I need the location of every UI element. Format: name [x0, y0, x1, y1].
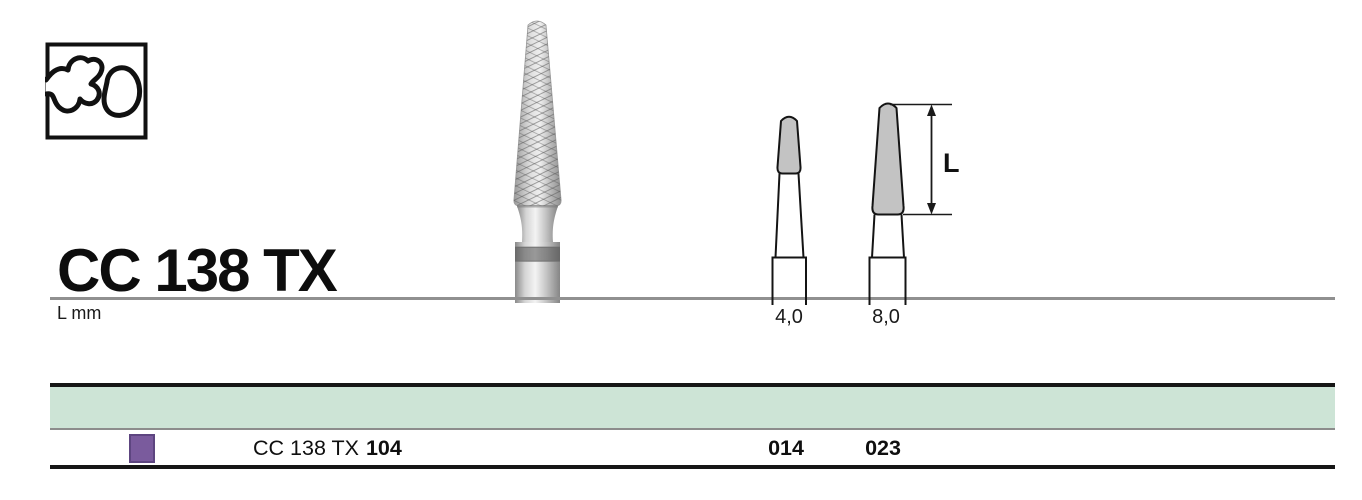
- bur-schematic-4mm: [771, 115, 807, 305]
- bur-neck: [517, 206, 558, 242]
- table-header-band: [50, 387, 1335, 428]
- teeth-icon: [43, 42, 148, 140]
- size-label-8mm: 8,0: [872, 306, 900, 328]
- length-dimension-arrow: L: [890, 103, 960, 216]
- product-title: CC 138 TX: [57, 237, 338, 304]
- color-code-swatch: [129, 434, 155, 463]
- bur-schematic-8mm: [868, 102, 907, 305]
- scale-baseline-rule: [50, 297, 1335, 300]
- table-header-divider: [50, 428, 1335, 430]
- bur-photo-illustration: [513, 20, 562, 303]
- table-top-rule: [50, 383, 1335, 387]
- table-row-product: CC 138 TX 104: [253, 436, 402, 461]
- scale-unit-label: L mm: [57, 303, 102, 323]
- bur-schematics: L: [771, 102, 960, 305]
- shank-code: 104: [365, 436, 402, 460]
- size-label-4mm: 4,0: [775, 306, 803, 328]
- table-bottom-rule: [50, 465, 1335, 469]
- bur-shank-band: [515, 247, 560, 261]
- teeth-icon-box: [43, 42, 148, 140]
- iso-size-023: 023: [865, 436, 901, 460]
- product-name: CC 138 TX: [253, 436, 359, 460]
- dimension-label: L: [943, 148, 960, 178]
- iso-size-014: 014: [768, 436, 804, 460]
